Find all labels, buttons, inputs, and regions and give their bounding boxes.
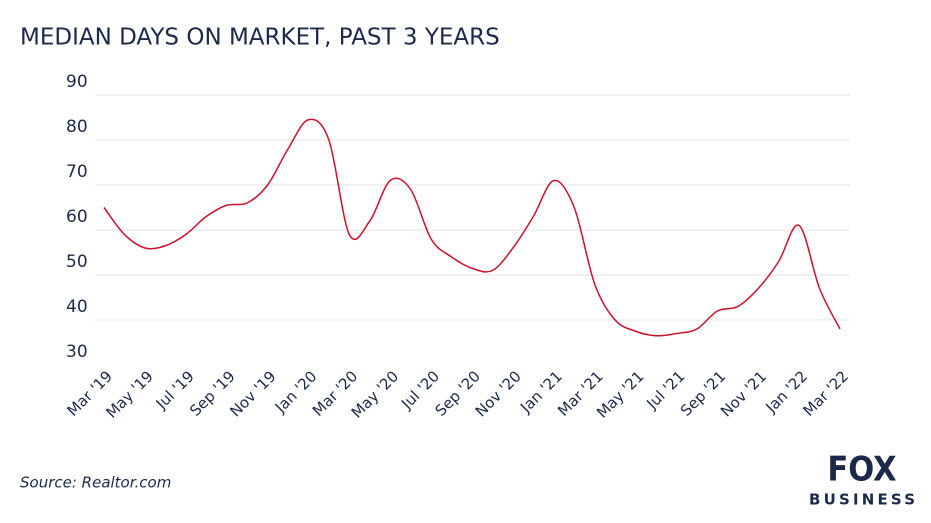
y-tick-label: 80 [66, 117, 88, 137]
y-tick-label: 30 [66, 342, 88, 362]
source-note: Source: Realtor.com [20, 474, 171, 492]
x-tick-label: Nov '19 [226, 367, 279, 420]
logo: FOX BUSINESS [809, 450, 915, 509]
data-line [103, 118, 841, 337]
x-tick-label: Nov '21 [717, 367, 770, 420]
x-tick-label: Mar '22 [799, 367, 852, 420]
chart-title: MEDIAN DAYS ON MARKET, PAST 3 YEARS [20, 25, 500, 51]
y-tick-label: 60 [66, 207, 88, 227]
y-tick-label: 90 [66, 72, 88, 92]
y-tick-label: 50 [66, 252, 88, 272]
y-tick-label: 70 [66, 162, 88, 182]
y-tick-label: 40 [66, 297, 88, 317]
logo-text: BUSINESS [809, 491, 915, 509]
x-tick-label: Nov '20 [472, 367, 525, 420]
logo-text: FOX [827, 450, 896, 490]
